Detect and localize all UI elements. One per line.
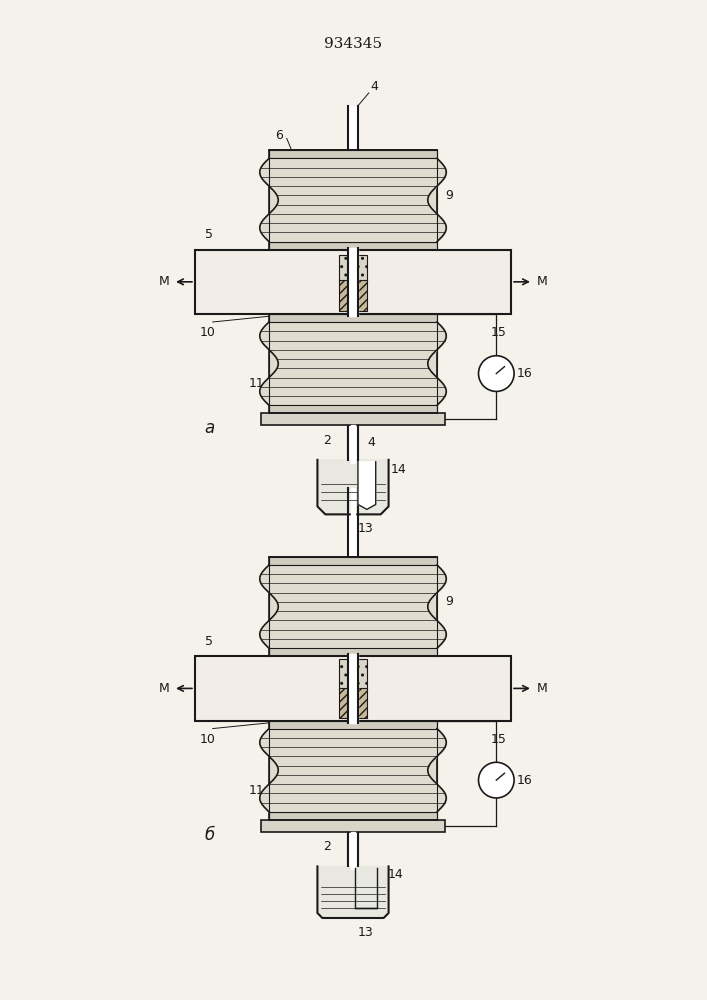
Text: 13: 13 [358,926,374,939]
Bar [269,557,437,565]
Text: 15: 15 [490,733,506,746]
Bar [339,280,367,311]
Bar [261,820,445,832]
Bar [269,648,437,656]
Text: 7: 7 [361,558,369,571]
Text: 8: 8 [327,471,335,484]
Text: 14: 14 [390,463,407,476]
Text: 2: 2 [323,434,332,447]
Text: 5: 5 [205,228,213,241]
Text: 10: 10 [200,326,216,339]
Bar [195,656,511,721]
Text: 6: 6 [282,657,290,670]
Text: 16: 16 [517,774,533,787]
Text: 4: 4 [370,80,379,93]
Bar [269,150,437,250]
Bar [269,721,437,729]
Polygon shape [317,460,389,514]
Bar [339,255,367,282]
Bar [269,721,437,820]
Text: 11: 11 [248,784,264,797]
Text: 16: 16 [517,367,533,380]
Bar [269,314,437,322]
Text: 5: 5 [205,635,213,648]
Text: 11: 11 [248,377,264,390]
Text: 14: 14 [387,868,403,881]
Text: 15: 15 [490,326,506,339]
Circle shape [479,356,514,391]
Bar [269,557,437,656]
Text: 4: 4 [368,436,375,449]
Text: а: а [204,419,215,437]
Text: 934345: 934345 [324,37,382,51]
Text: 2: 2 [323,840,332,853]
Text: Τиг. 3: Τиг. 3 [329,895,377,909]
Bar [339,659,367,690]
Bar [269,242,437,250]
Text: М: М [537,275,547,288]
Text: М: М [158,682,169,695]
Circle shape [479,762,514,798]
Bar [261,413,445,425]
Text: М: М [537,682,547,695]
Bar [339,688,367,718]
Bar [269,405,437,413]
Text: 6: 6 [275,129,283,142]
Text: 9: 9 [445,189,452,202]
Text: 9: 9 [445,595,452,608]
Polygon shape [317,866,389,918]
Text: б: б [204,826,215,844]
Bar [269,150,437,158]
Text: 12: 12 [303,819,318,832]
Text: 10: 10 [200,733,216,746]
Bar [269,314,437,413]
Text: М: М [158,275,169,288]
Bar [269,812,437,820]
Polygon shape [358,462,375,509]
Bar [195,250,511,314]
Text: 13: 13 [358,522,374,535]
